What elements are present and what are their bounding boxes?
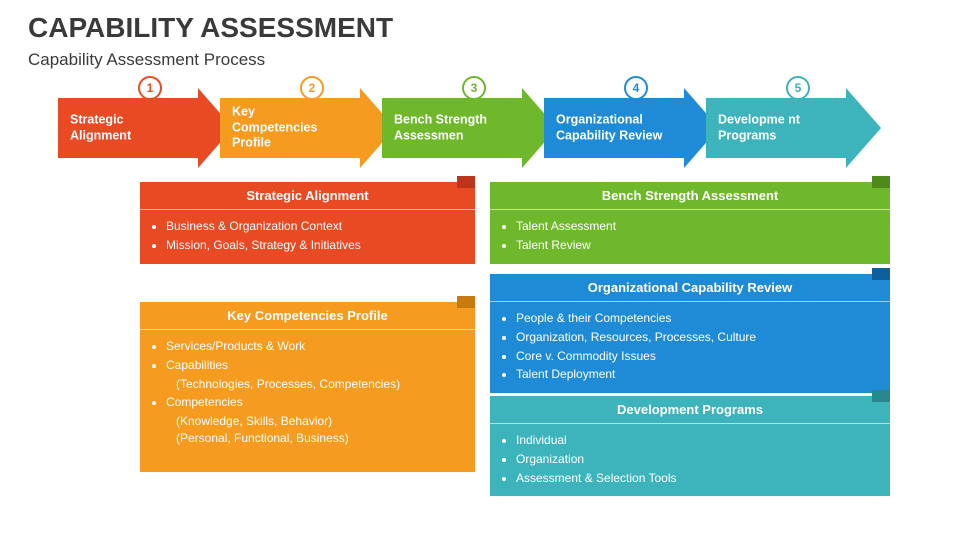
arrow-label: Bench Strength Assessmen [394, 112, 504, 143]
list-item: Services/Products & Work [166, 338, 461, 355]
panel-header: Organizational Capability Review [490, 274, 890, 302]
list-item: Talent Deployment [516, 366, 876, 383]
list-item-sub: (Technologies, Processes, Competencies) [176, 376, 461, 393]
panel-tab [457, 296, 475, 308]
panel-body: People & their Competencies Organization,… [490, 302, 890, 393]
arrow-label: Organizational Capability Review [556, 112, 666, 143]
list-item: Assessment & Selection Tools [516, 470, 876, 487]
page-title: CAPABILITY ASSESSMENT [28, 12, 393, 44]
process-step-arrow-4: Organizational Capability Review4 [544, 88, 719, 168]
process-step-arrow-5: Developme nt Programs5 [706, 88, 881, 168]
arrow-label: Key Competencies Profile [232, 105, 342, 152]
panel-header: Key Competencies Profile [140, 302, 475, 330]
list-item: Organization, Resources, Processes, Cult… [516, 329, 876, 346]
list-item: Talent Review [516, 237, 876, 254]
panel-body: Business & Organization Context Mission, … [140, 210, 475, 264]
process-step-arrow-2: Key Competencies Profile2 [220, 88, 395, 168]
panel-p3: Bench Strength AssessmentTalent Assessme… [490, 182, 890, 264]
panel-tab [457, 176, 475, 188]
list-item: Talent Assessment [516, 218, 876, 235]
panel-p5: Development Programs Individual Organizati… [490, 396, 890, 496]
step-number-badge: 3 [462, 76, 486, 100]
list-item: Core v. Commodity Issues [516, 348, 876, 365]
arrow-label: Strategic Alignment [70, 112, 180, 143]
panel-header: Strategic Alignment [140, 182, 475, 210]
list-item: Competencies [166, 394, 461, 411]
page-subtitle: Capability Assessment Process [28, 50, 265, 70]
panel-tab [872, 176, 890, 188]
list-item: Mission, Goals, Strategy & Initiatives [166, 237, 461, 254]
process-step-arrow-1: Strategic Alignment1 [58, 88, 233, 168]
panel-header: Development Programs [490, 396, 890, 424]
panel-p4: Organizational Capability ReviewPeople &… [490, 274, 890, 393]
panel-body: Services/Products & Work Capabilities (Tec… [140, 330, 475, 455]
step-number-badge: 1 [138, 76, 162, 100]
list-item: Business & Organization Context [166, 218, 461, 235]
panel-body: Individual Organization Assessment & Selec… [490, 424, 890, 496]
panel-p1: Strategic AlignmentBusiness & Organizati… [140, 182, 475, 264]
panel-header: Bench Strength Assessment [490, 182, 890, 210]
panel-tab [872, 268, 890, 280]
list-item: People & their Competencies [516, 310, 876, 327]
panel-p2: Key Competencies ProfileServices/Product… [140, 302, 475, 472]
step-number-badge: 2 [300, 76, 324, 100]
panel-tab [872, 390, 890, 402]
list-item-sub: (Knowledge, Skills, Behavior) [176, 413, 461, 430]
arrow-label: Developme nt Programs [718, 112, 828, 143]
list-item: Capabilities [166, 357, 461, 374]
list-item: Individual [516, 432, 876, 449]
step-number-badge: 5 [786, 76, 810, 100]
process-arrows-row: Strategic Alignment1Key Competencies Pro… [58, 82, 908, 174]
list-item: Organization [516, 451, 876, 468]
list-item-sub: (Personal, Functional, Business) [176, 430, 461, 447]
panel-body: Talent Assessment Talent Review [490, 210, 890, 264]
process-step-arrow-3: Bench Strength Assessmen3 [382, 88, 557, 168]
step-number-badge: 4 [624, 76, 648, 100]
